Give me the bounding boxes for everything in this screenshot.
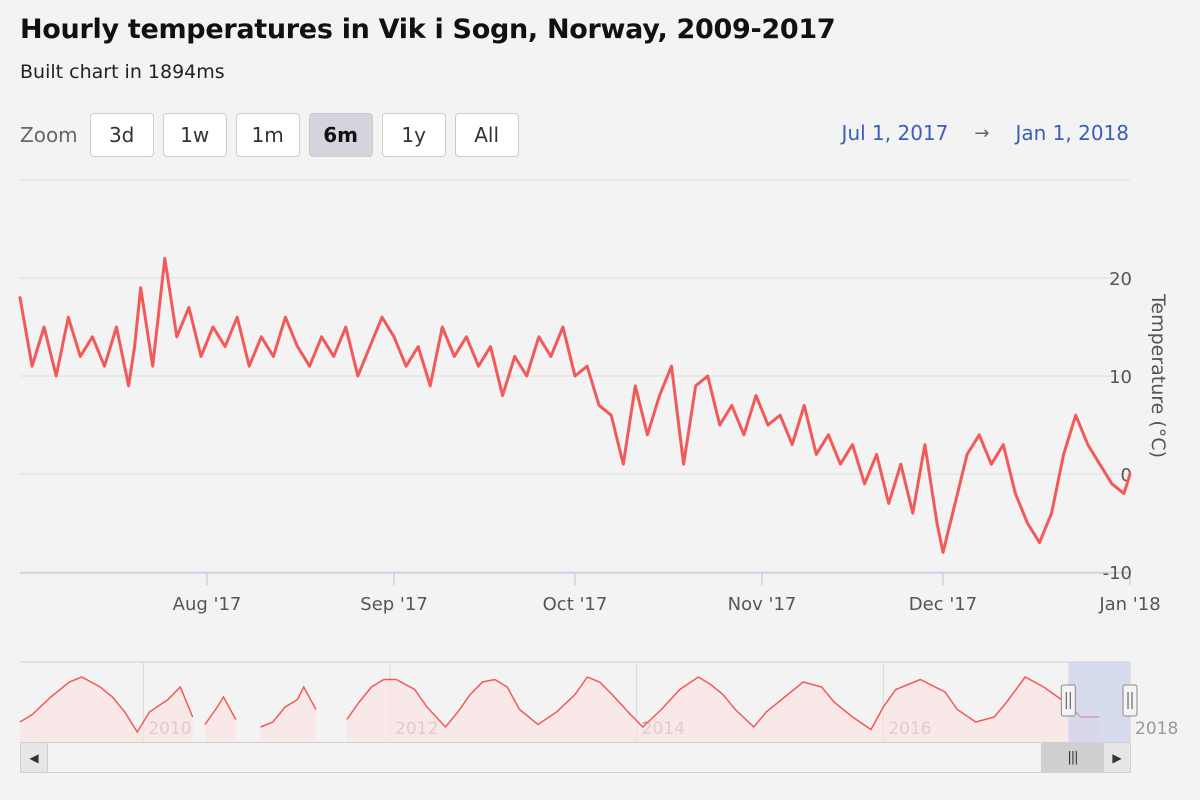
zoom-toolbar: Zoom 3d 1w 1m 6m 1y All [20,112,528,158]
y-tick-label: -10 [1103,563,1132,584]
zoom-label: Zoom [20,123,78,147]
navigator-year-label: 2018 [1135,719,1178,739]
range-from-input[interactable]: Jul 1, 2017 [841,121,949,145]
scrollbar-thumb[interactable]: ||| [1041,743,1104,772]
navigator-series-line [19,676,194,734]
y-tick-label: 20 [1109,269,1132,290]
y-axis-label: Temperature (°C) [1147,293,1169,458]
date-range-display: Jul 1, 2017 → Jan 1, 2018 [842,121,1129,145]
range-arrow: → [974,122,990,144]
navigator-area [20,677,193,742]
series-group [18,256,1132,554]
handle-body [1122,684,1138,717]
x-tick-label: Jan '18 [1098,594,1160,615]
y-tick-label: 10 [1109,367,1132,388]
zoom-1y-button[interactable]: 1y [381,113,446,157]
navigator-series-line [346,676,1100,731]
scrollbar[interactable]: ◀ ||| ▶ [20,742,1131,773]
navigator-area [260,687,316,742]
zoom-all-button[interactable]: All [454,113,519,157]
grip-icon: ||| [1067,750,1078,765]
zoom-3d-button[interactable]: 3d [89,113,154,157]
x-tick-label: Sep '17 [360,594,428,615]
chart-title: Hourly temperatures in Vik i Sogn, Norwa… [20,14,836,45]
navigator[interactable]: 20102012201420162018 [19,661,1178,742]
zoom-6m-button[interactable]: 6m [308,113,373,157]
navigator-selection [1068,662,1130,742]
navigator-right-handle[interactable] [1122,684,1138,717]
chevron-right-icon: ▶ [1112,750,1122,765]
handle-body [1060,684,1076,717]
y-tick-label: 0 [1121,465,1132,486]
scroll-left-button[interactable]: ◀ [21,743,48,772]
scroll-right-button[interactable]: ▶ [1103,743,1130,772]
x-axis: Aug '17 Sep '17 Oct '17 Nov '17 Dec '17 Jan '… [20,572,1161,615]
y-axis: -10 0 10 20 [1103,269,1132,584]
chart-subtitle: Built chart in 1894ms [20,61,225,83]
navigator-area [346,677,1100,742]
temperature-series-line [18,256,1132,554]
zoom-1w-button[interactable]: 1w [162,113,227,157]
x-tick-label: Nov '17 [728,594,797,615]
navigator-area [205,697,236,742]
navigator-series-line [260,685,317,728]
x-tick-label: Oct '17 [543,594,608,615]
navigator-series-line [204,695,237,725]
x-tick-label: Dec '17 [909,594,977,615]
navigator-left-handle[interactable] [1060,684,1076,717]
zoom-1m-button[interactable]: 1m [235,113,300,157]
chevron-left-icon: ◀ [29,750,39,765]
range-to-input[interactable]: Jan 1, 2018 [1015,121,1129,145]
x-tick-label: Aug '17 [173,594,242,615]
